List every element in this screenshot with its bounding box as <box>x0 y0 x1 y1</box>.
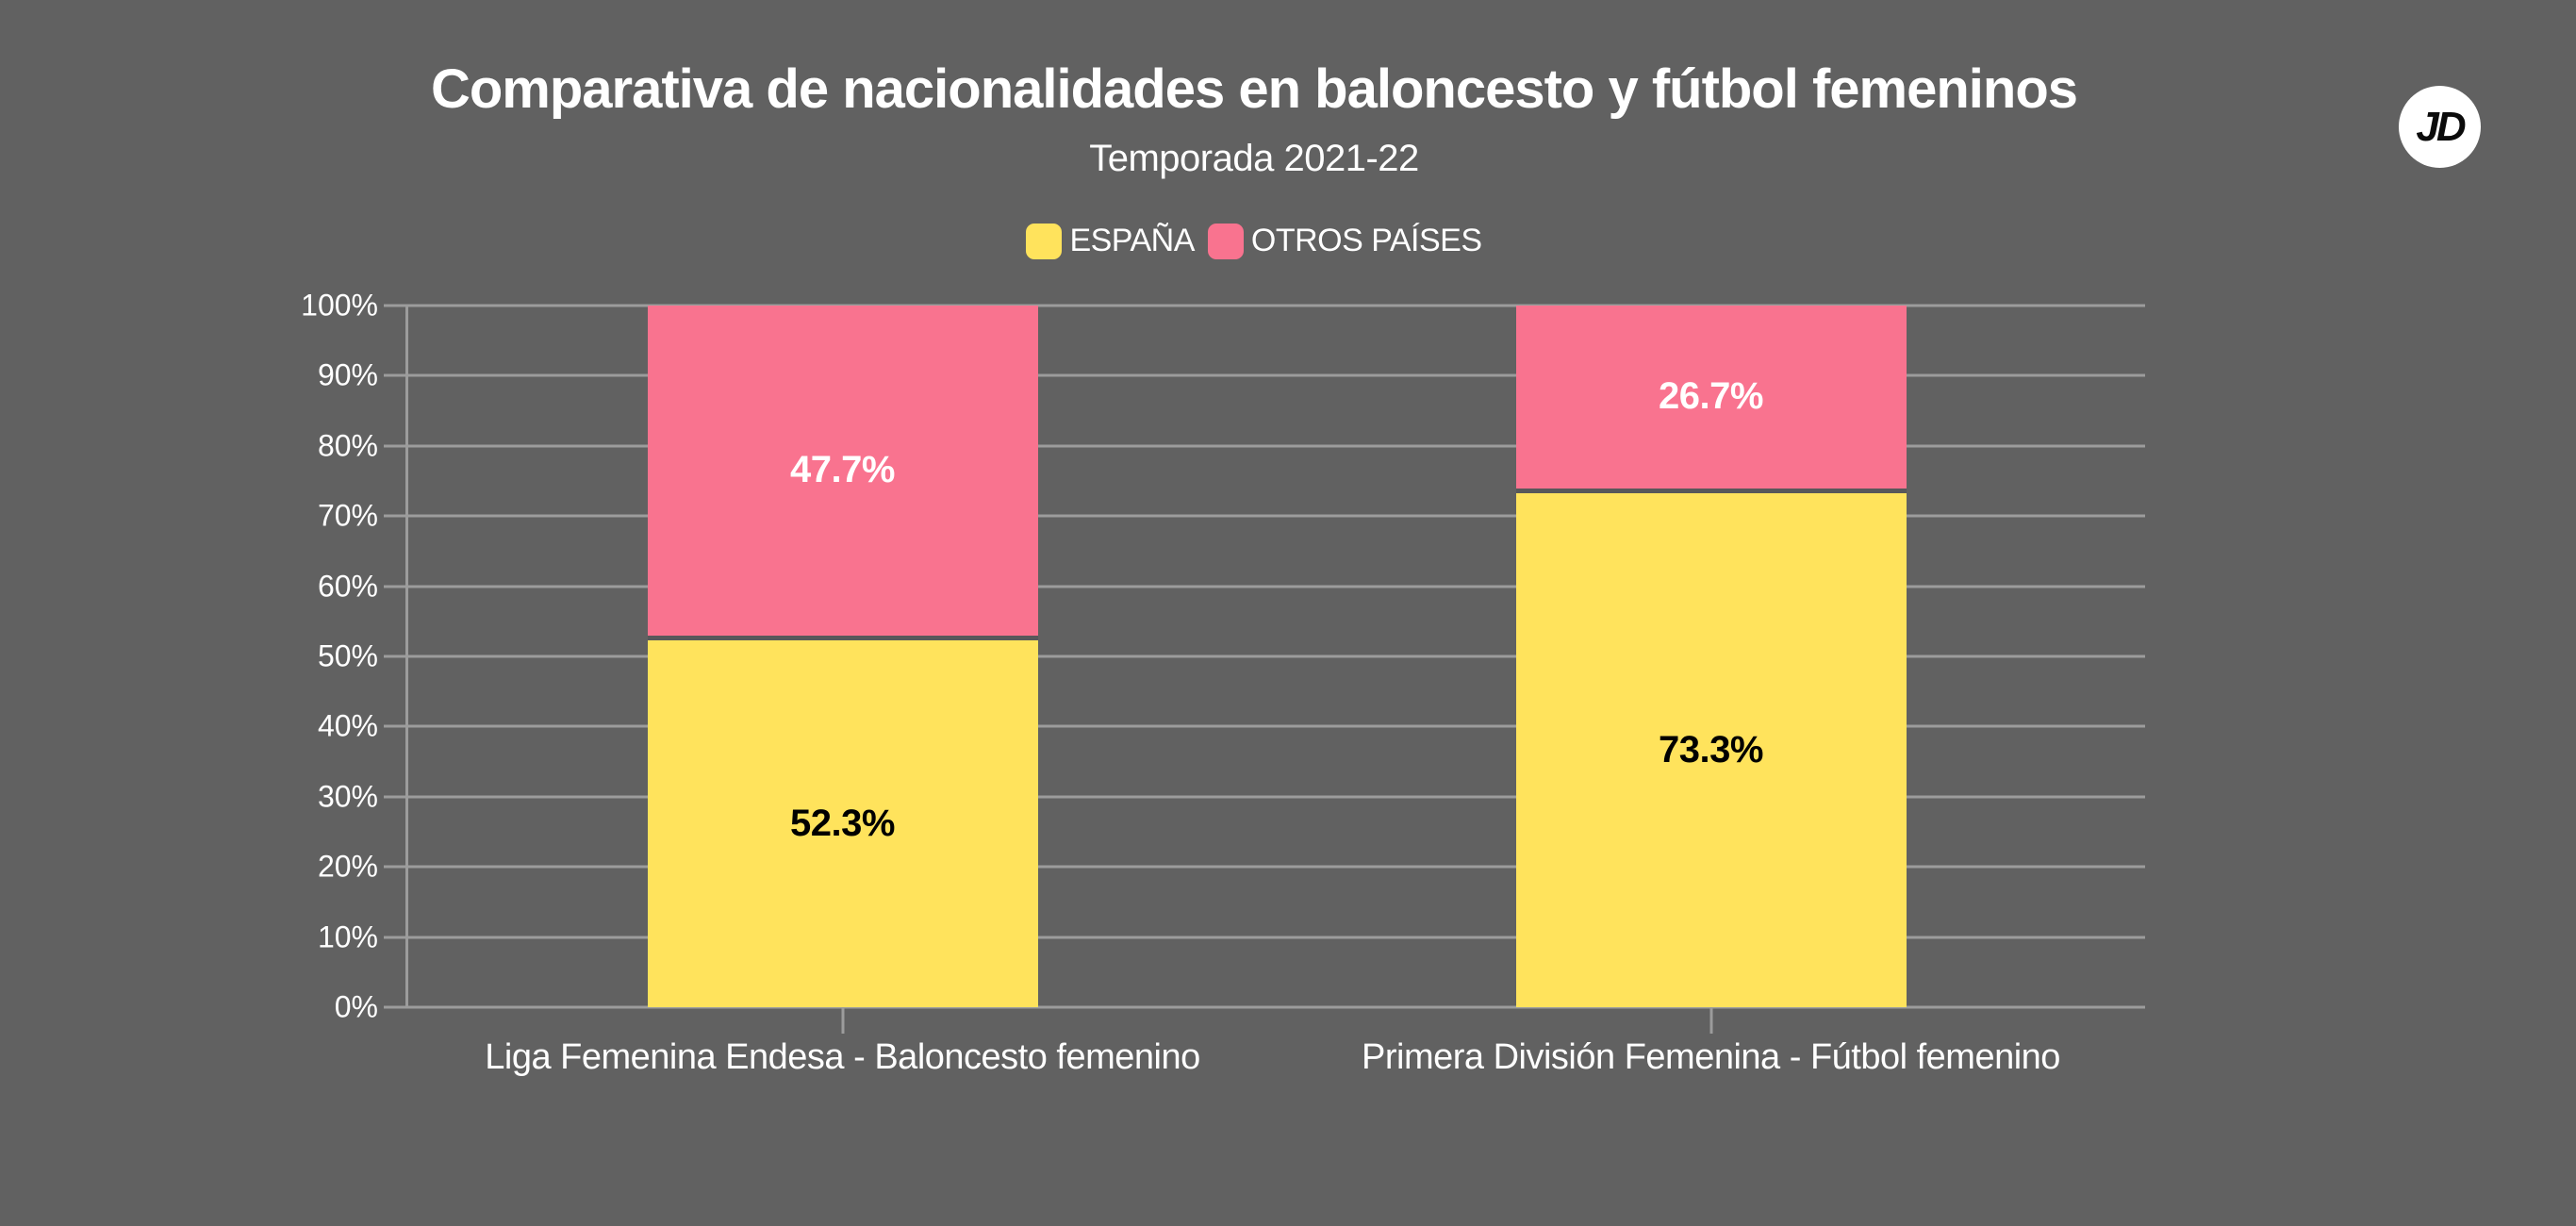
segment-otros-paises-bar-2: 26.7% <box>1515 306 1907 493</box>
y-axis-label-20: 20% <box>317 849 378 884</box>
gridline-40 <box>408 724 2145 728</box>
y-axis-label-100: 100% <box>301 288 378 323</box>
gridline-0 <box>408 1005 2145 1009</box>
chart-subtitle: Temporada 2021-22 <box>1089 138 1419 179</box>
value-label-espana-bar-2: 73.3% <box>1659 728 1763 770</box>
value-label-espana-bar-1: 52.3% <box>790 802 895 844</box>
legend-swatch-espana-icon <box>1026 223 1063 259</box>
y-axis-label-70: 70% <box>317 498 378 533</box>
y-axis-label-30: 30% <box>317 779 378 814</box>
segment-espana-bar-1: 52.3% <box>647 639 1038 1007</box>
legend-swatch-otros-paises-icon <box>1207 223 1244 259</box>
gridline-90 <box>408 373 2145 377</box>
y-axis-tick-0 <box>384 1005 408 1009</box>
x-axis-label-1: Liga Femenina Endesa - Baloncesto femeni… <box>485 1037 1200 1077</box>
stacked-bar-2: 26.7% 73.3% <box>1515 306 1907 1007</box>
plot-area: 0% 10% 20% 30% 40% 50% 60% 70% 80% 90% 100% 47.7% 52… <box>301 289 2145 1077</box>
y-axis-tick-80 <box>384 444 408 448</box>
y-axis-tick-70 <box>384 514 408 518</box>
y-axis-tick-20 <box>384 865 408 869</box>
y-axis-label-10: 10% <box>317 920 378 954</box>
value-label-otros-paises-bar-1: 47.7% <box>790 449 895 491</box>
stacked-bar-1: 47.7% 52.3% <box>647 306 1038 1007</box>
x-axis-tick-1 <box>841 1007 844 1034</box>
y-axis-label-80: 80% <box>317 428 378 463</box>
y-axis-label-50: 50% <box>317 638 378 673</box>
gridline-10 <box>408 936 2145 939</box>
chart-legend: ESPAÑA OTROS PAÍSES <box>0 223 2508 259</box>
x-axis-label-2: Primera División Femenina - Fútbol femen… <box>1362 1037 2060 1077</box>
gridline-30 <box>408 795 2145 799</box>
y-axis-tick-90 <box>384 373 408 377</box>
y-axis-tick-30 <box>384 795 408 799</box>
jd-brand-logo: JD <box>2399 86 2481 168</box>
gridline-60 <box>408 585 2145 588</box>
y-axis-tick-10 <box>384 936 408 939</box>
gridline-50 <box>408 654 2145 658</box>
legend-item-otros-paises: OTROS PAÍSES <box>1207 223 1482 259</box>
segment-espana-bar-2: 73.3% <box>1515 492 1907 1007</box>
legend-label-otros-paises: OTROS PAÍSES <box>1250 223 1482 258</box>
jd-logo-text: JD <box>2416 103 2466 150</box>
gridline-80 <box>408 444 2145 448</box>
y-axis-tick-60 <box>384 585 408 588</box>
y-axis-tick-40 <box>384 724 408 728</box>
y-axis-label-60: 60% <box>317 569 378 604</box>
y-axis-label-90: 90% <box>317 357 378 392</box>
segment-otros-paises-bar-1: 47.7% <box>647 306 1038 640</box>
y-axis-label-0: 0% <box>334 989 378 1024</box>
gridline-70 <box>408 514 2145 518</box>
gridline-100 <box>408 304 2145 307</box>
legend-label-espana: ESPAÑA <box>1069 223 1195 258</box>
gridline-20 <box>408 865 2145 869</box>
chart-title: Comparativa de nacionalidades en balonce… <box>430 58 2078 120</box>
x-axis-tick-2 <box>1709 1007 1712 1034</box>
y-axis-tick-50 <box>384 654 408 658</box>
y-axis-label-40: 40% <box>317 708 378 743</box>
legend-item-espana: ESPAÑA <box>1026 223 1195 259</box>
value-label-otros-paises-bar-2: 26.7% <box>1659 375 1763 418</box>
y-axis-tick-100 <box>384 304 408 307</box>
